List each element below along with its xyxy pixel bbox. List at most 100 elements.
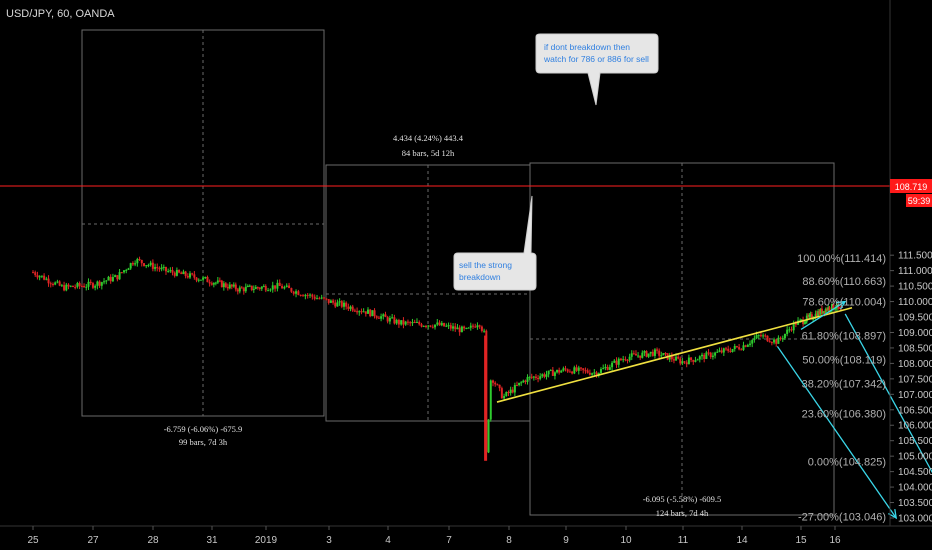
candle-body [230,284,233,287]
candle-body [595,372,598,376]
candle-body [593,372,596,374]
candle-body [556,369,559,373]
candle-body [575,367,578,371]
candle-body [456,327,459,330]
candle-body [727,348,730,351]
candle-body [180,272,183,275]
fib-level-label: 0.00%(104.825) [808,457,886,469]
candle-body [83,286,86,288]
time-tick-label: 31 [206,535,218,546]
candle-body [373,310,376,317]
candle-body [749,343,752,345]
price-tick-label: 109.000 [898,328,932,339]
candle-body [522,380,525,383]
candle-body [318,298,321,300]
fib-level-label: -27.00%(103.046) [798,512,886,524]
candle-body [43,275,46,280]
candle-body [662,353,665,356]
candle-body [114,275,117,278]
candle-body [759,335,762,337]
candle-body [738,347,741,350]
projection-arrow [844,313,932,474]
candle-body [668,355,671,360]
candle-body [349,306,352,309]
candle-body [60,285,63,287]
candle-body [175,269,178,276]
candle-body [238,287,241,292]
candle-body [802,319,805,325]
candle-body [528,376,531,378]
candle-body [431,326,434,328]
candle-body [549,369,552,371]
chart-title: USD/JPY, 60, OANDA [6,8,115,20]
candle-body [824,308,827,313]
candle-body [711,355,714,358]
candle-body [362,311,365,313]
candle-body [427,325,430,327]
price-tick-label: 103.000 [898,514,932,525]
candle-body [47,278,50,284]
candle-body [447,325,450,327]
callout-watch-sell[interactable]: if dont breakdown then watch for 786 or … [535,33,659,106]
candle-body [637,355,640,357]
candle-body [234,284,237,290]
candle-body [766,335,769,342]
candle-body [76,283,79,287]
candle-body [32,272,34,274]
measure-drop-line1: -6.759 (-6.06%) -675.9 [164,424,243,434]
candle-body [418,321,421,325]
countdown-label: 59:39 [908,196,931,206]
candle-body [127,268,130,270]
candle-body [611,362,614,368]
candle-body [49,283,52,285]
candle-body [254,287,257,290]
candle-body [526,377,529,382]
callout-sell-breakdown[interactable]: sell the strong breakdown [453,195,537,291]
candle-body [777,337,780,344]
candle-body [803,323,806,325]
candle-body [248,285,251,287]
fib-level-label: 88.60%(110.663) [802,276,886,288]
candle-body [619,358,622,361]
candle-body [103,281,106,283]
candle-body [722,348,725,353]
candle-body [505,391,508,397]
candle-body [236,289,239,292]
candle-body [206,276,209,283]
candle-body [690,357,693,360]
time-tick-label: 15 [795,535,807,546]
candle-body [164,266,167,272]
candle-body [323,297,326,299]
candle-body [465,327,468,329]
price-axis[interactable]: 103.000 103.500 104.000 104.500 105.000 105.5… [890,251,932,525]
candle-body [169,270,172,272]
fib-level-label: 100.00%(111.414) [797,253,886,265]
candle-body [78,283,81,286]
candle-body [586,370,589,373]
candle-body [364,311,367,314]
candle-body [731,348,734,352]
time-axis[interactable]: 25 27 28 31 2019 3 4 7 8 9 10 11 14 15 16 [27,526,841,546]
candle-body [541,374,544,377]
candle-body [386,317,389,322]
candle-body [812,318,815,320]
candle-body [340,301,343,307]
candle-body [224,283,227,287]
candle-body [51,283,54,285]
candle-body [210,283,213,285]
candle-body [755,335,758,339]
candle-body [762,335,765,337]
candle-body [449,325,452,329]
candle-body [356,311,359,313]
candle-body [692,359,695,362]
candle-body [402,320,405,325]
current-price-tag: 108.719 59:39 [890,179,932,207]
candle-body [503,396,506,399]
candle-body [56,281,59,283]
candle-body [725,348,728,350]
candle-body [250,285,253,290]
candle-body [384,314,387,318]
candle-body [804,321,807,324]
fibonacci-levels: 100.00%(111.414) 88.60%(110.663) 78.60%(11… [797,253,886,524]
